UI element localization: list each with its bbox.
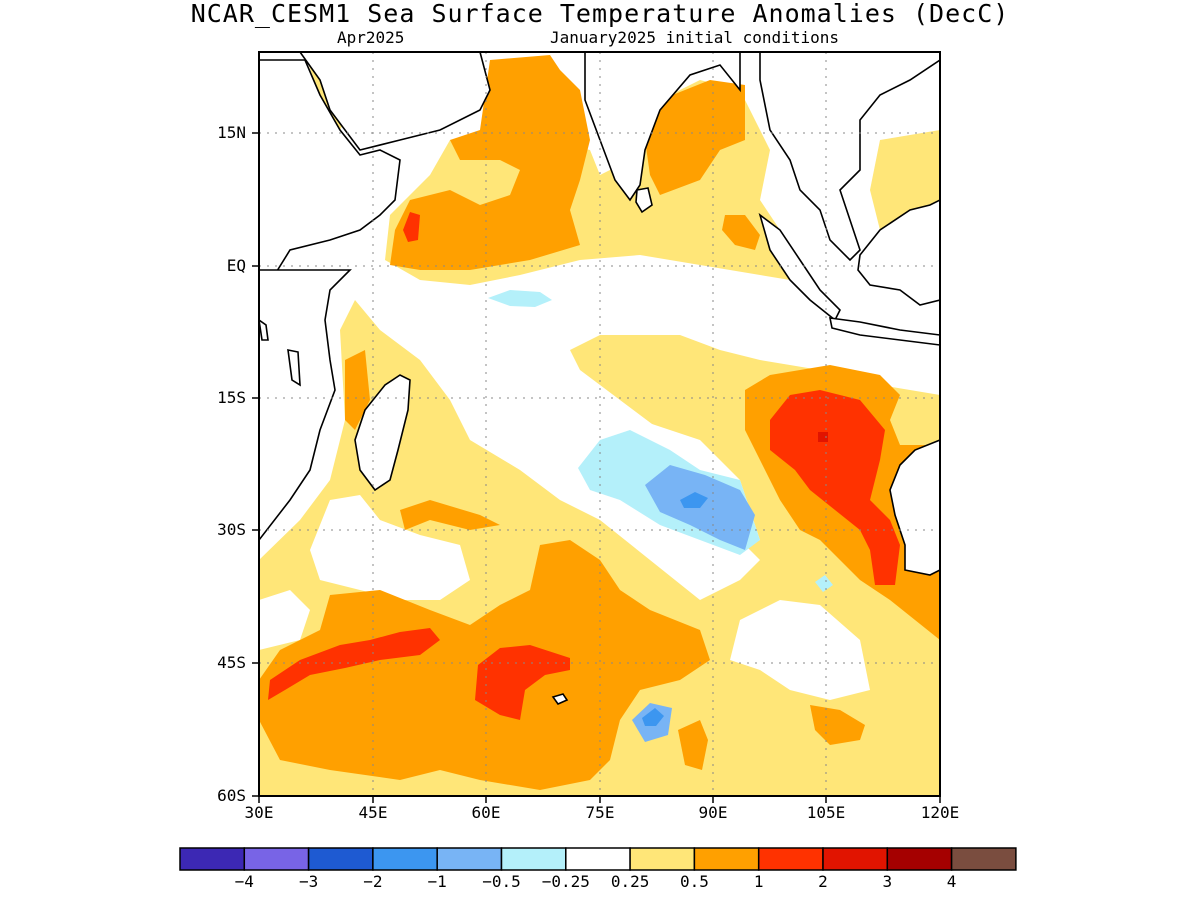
lon-label-90e: 90E: [698, 803, 728, 822]
colorbar-swatch: [629, 847, 696, 871]
colorbar-label: 2: [818, 872, 828, 891]
map-title: NCAR_CESM1 Sea Surface Temperature Anoma…: [190, 0, 1010, 28]
lon-label-30e: 30E: [244, 803, 274, 822]
anomaly-band-1-2: [268, 212, 900, 720]
colorbar-label: −4: [234, 872, 254, 891]
colorbar-swatch: [372, 847, 438, 871]
anomaly-band-neg2-neg1: [642, 492, 708, 726]
colorbar-swatch: [950, 847, 1017, 871]
colorbar-swatch: [307, 847, 374, 871]
colorbar-swatch: [436, 847, 503, 871]
colorbar-swatch: [565, 847, 631, 871]
lon-label-60e: 60E: [471, 803, 501, 822]
initial-conditions: January2025 initial conditions: [550, 28, 839, 47]
colorbar-label: −0.5: [482, 872, 521, 891]
colorbar-label: 4: [946, 872, 957, 891]
lon-label-105e: 105E: [806, 803, 846, 822]
colorbar-label: 3: [882, 872, 893, 891]
graticule: [259, 52, 940, 796]
lat-label-60s: 60S: [217, 786, 246, 805]
colorbar-label: 0.25: [610, 872, 650, 891]
colorbar-swatch: [179, 847, 246, 871]
lat-label-eq: EQ: [226, 256, 246, 275]
colorbar-label: −2: [363, 872, 383, 891]
colorbar-swatch: [886, 847, 953, 871]
lat-label-15s: 15S: [217, 388, 246, 407]
colorbar-label: 1: [753, 872, 764, 891]
lat-label-15n: 15N: [217, 123, 246, 142]
colorbar-swatch: [243, 847, 310, 871]
lon-label-45e: 45E: [358, 803, 388, 822]
lon-label-75e: 75E: [585, 803, 615, 822]
colorbar-label: −1: [427, 872, 447, 891]
colorbar-swatch: [822, 847, 889, 871]
colorbar-label: 0.5: [679, 872, 709, 891]
colorbar-swatch: [693, 847, 760, 871]
colorbar-label: −0.25: [541, 872, 590, 891]
anomaly-field: [259, 52, 940, 796]
colorbar-swatch: [757, 847, 824, 871]
forecast-month: Apr2025: [337, 28, 405, 47]
colorbar-swatch: [500, 847, 567, 871]
lat-label-30s: 30S: [217, 520, 246, 539]
axis-ticks: [252, 132, 941, 803]
lat-label-45s: 45S: [217, 653, 246, 672]
colorbar-label: −3: [298, 872, 319, 891]
anomaly-band-2-3: [818, 432, 828, 442]
coastlines: [259, 52, 940, 705]
lon-label-120e: 120E: [920, 803, 960, 822]
